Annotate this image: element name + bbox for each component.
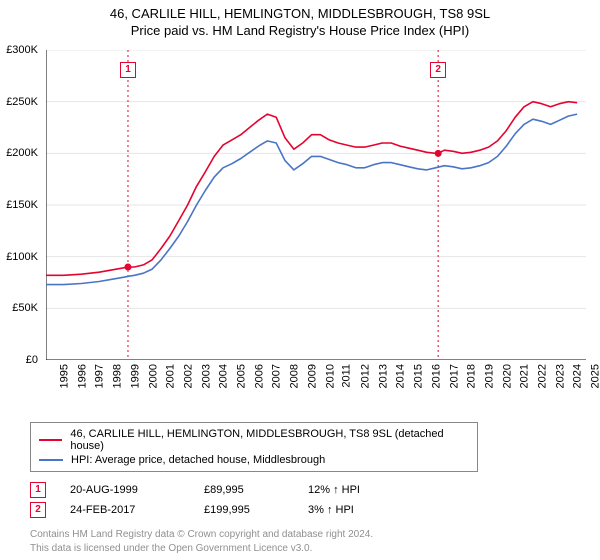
legend-swatch bbox=[39, 459, 63, 461]
y-tick-label: £50K bbox=[0, 302, 38, 314]
y-tick-label: £250K bbox=[0, 96, 38, 108]
attribution-line1: Contains HM Land Registry data © Crown c… bbox=[30, 528, 570, 542]
sale-index-badge: 1 bbox=[30, 482, 46, 498]
legend-swatch bbox=[39, 439, 62, 441]
sale-price: £89,995 bbox=[204, 484, 284, 496]
sale-marker-2: 2 bbox=[430, 62, 446, 78]
y-tick-label: £300K bbox=[0, 44, 38, 56]
sale-index-badge: 2 bbox=[30, 502, 46, 518]
sale-row: 1 20-AUG-1999 £89,995 12% ↑ HPI bbox=[30, 480, 570, 500]
sale-row: 2 24-FEB-2017 £199,995 3% ↑ HPI bbox=[30, 500, 570, 520]
chart-title-block: 46, CARLILE HILL, HEMLINGTON, MIDDLESBRO… bbox=[0, 0, 600, 40]
legend-label: HPI: Average price, detached house, Midd… bbox=[71, 454, 325, 466]
y-tick-label: £150K bbox=[0, 199, 38, 211]
sale-rows: 1 20-AUG-1999 £89,995 12% ↑ HPI 2 24-FEB-2017… bbox=[30, 480, 570, 520]
sale-date: 20-AUG-1999 bbox=[70, 484, 180, 496]
y-tick-label: £0 bbox=[0, 354, 38, 366]
chart-title-line1: 46, CARLILE HILL, HEMLINGTON, MIDDLESBRO… bbox=[0, 6, 600, 23]
chart-area: 12£0£50K£100K£150K£200K£250K£300K1995199… bbox=[46, 50, 586, 384]
y-tick-label: £200K bbox=[0, 147, 38, 159]
attribution-line2: This data is licensed under the Open Gov… bbox=[30, 542, 570, 556]
chart-footer: 46, CARLILE HILL, HEMLINGTON, MIDDLESBRO… bbox=[30, 422, 570, 555]
x-tick-label: 2025 bbox=[590, 364, 600, 388]
sale-pct-vs-hpi: 3% ↑ HPI bbox=[308, 504, 398, 516]
chart-title-line2: Price paid vs. HM Land Registry's House … bbox=[0, 23, 600, 40]
y-tick-label: £100K bbox=[0, 251, 38, 263]
attribution-block: Contains HM Land Registry data © Crown c… bbox=[30, 528, 570, 555]
legend-row: 46, CARLILE HILL, HEMLINGTON, MIDDLESBRO… bbox=[39, 427, 469, 453]
sale-marker-1: 1 bbox=[120, 62, 136, 78]
sale-price: £199,995 bbox=[204, 504, 284, 516]
legend-row: HPI: Average price, detached house, Midd… bbox=[39, 453, 469, 467]
sale-date: 24-FEB-2017 bbox=[70, 504, 180, 516]
chart-svg bbox=[46, 50, 586, 360]
sale-pct-vs-hpi: 12% ↑ HPI bbox=[308, 484, 398, 496]
legend-label: 46, CARLILE HILL, HEMLINGTON, MIDDLESBRO… bbox=[70, 428, 469, 452]
legend-box: 46, CARLILE HILL, HEMLINGTON, MIDDLESBRO… bbox=[30, 422, 478, 472]
